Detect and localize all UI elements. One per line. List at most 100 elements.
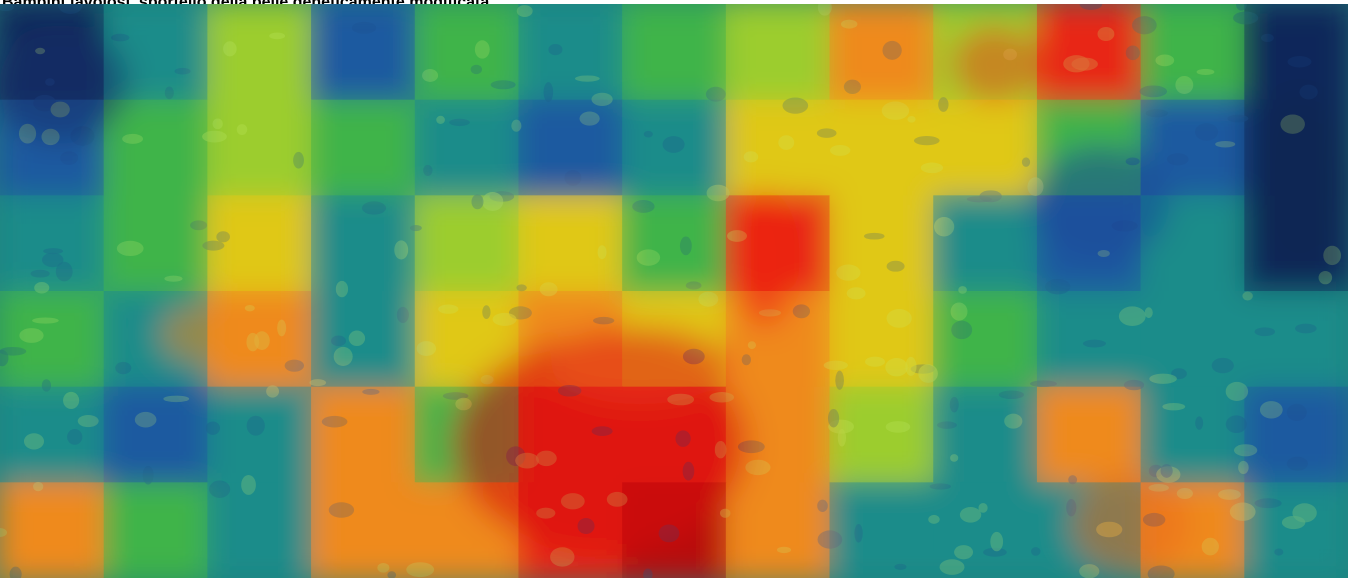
color-block xyxy=(933,99,1038,197)
speckle xyxy=(747,341,756,350)
color-block xyxy=(725,195,831,292)
speckle xyxy=(679,236,692,256)
speckle xyxy=(817,4,832,16)
speckle xyxy=(846,287,866,300)
color-block xyxy=(1140,482,1246,578)
speckle xyxy=(1139,85,1168,98)
speckle xyxy=(516,284,527,292)
color-block xyxy=(622,4,727,101)
speckle xyxy=(1148,464,1164,478)
speckle xyxy=(836,264,861,281)
speckle xyxy=(244,305,255,312)
speckle xyxy=(1236,4,1247,11)
color-blob xyxy=(1250,94,1348,274)
speckle xyxy=(885,358,908,377)
speckle xyxy=(966,196,992,203)
speckle xyxy=(111,33,130,42)
speckle xyxy=(560,493,585,510)
speckle xyxy=(423,164,433,177)
speckle xyxy=(823,360,848,371)
speckle xyxy=(1287,56,1312,68)
speckle xyxy=(675,430,691,447)
speckle xyxy=(202,130,227,143)
color-block xyxy=(0,386,105,484)
speckle xyxy=(471,194,484,210)
speckle xyxy=(394,240,409,260)
speckle xyxy=(57,4,83,15)
speckle xyxy=(1063,55,1090,73)
speckle xyxy=(163,395,190,403)
speckle xyxy=(361,201,387,215)
color-block xyxy=(829,386,935,484)
color-block xyxy=(103,386,209,484)
color-block xyxy=(829,291,935,388)
speckle xyxy=(482,305,491,320)
speckle xyxy=(0,4,14,12)
speckle xyxy=(0,349,9,367)
speckle xyxy=(33,94,57,112)
speckle xyxy=(737,440,765,454)
speckle xyxy=(202,240,225,251)
speckle xyxy=(293,151,304,169)
speckle xyxy=(1229,502,1256,521)
color-block xyxy=(1036,99,1142,197)
speckle xyxy=(41,252,64,268)
speckle xyxy=(470,64,483,75)
speckle xyxy=(1292,503,1317,523)
speckle xyxy=(837,428,847,447)
speckle xyxy=(1211,357,1234,374)
speckle xyxy=(164,86,174,100)
color-block xyxy=(207,4,313,101)
speckle xyxy=(1176,487,1193,499)
color-blob xyxy=(550,324,730,404)
speckle xyxy=(63,391,80,409)
color-block xyxy=(1140,386,1246,484)
speckle xyxy=(205,421,221,435)
color-block xyxy=(829,482,935,578)
color-block xyxy=(0,386,105,484)
speckle xyxy=(667,393,695,406)
speckle xyxy=(606,491,628,507)
speckle xyxy=(1299,84,1318,100)
color-block xyxy=(207,99,313,197)
color-block xyxy=(1140,99,1246,197)
color-block xyxy=(933,482,1038,578)
speckle xyxy=(886,260,905,272)
speckle xyxy=(990,531,1004,552)
speckle xyxy=(658,524,680,543)
speckle xyxy=(535,450,557,467)
color-block xyxy=(829,4,935,101)
color-block xyxy=(311,4,416,101)
speckle xyxy=(828,419,854,434)
speckle xyxy=(1261,33,1274,43)
speckle xyxy=(1254,498,1282,509)
speckle xyxy=(894,563,907,570)
color-block xyxy=(1036,482,1142,578)
color-block xyxy=(1244,4,1348,101)
color-block xyxy=(1244,291,1348,388)
speckle xyxy=(362,388,380,395)
color-block xyxy=(311,386,416,484)
speckle xyxy=(35,47,46,55)
speckle xyxy=(1125,157,1140,166)
speckle xyxy=(406,562,435,578)
speckle xyxy=(269,32,286,40)
color-block xyxy=(1244,482,1348,578)
color-block xyxy=(1036,195,1142,292)
speckle xyxy=(1096,521,1123,538)
speckle xyxy=(23,433,44,450)
color-block xyxy=(518,195,624,292)
color-block xyxy=(829,482,935,578)
speckle xyxy=(632,200,655,213)
color-block xyxy=(829,195,935,292)
color-block xyxy=(103,291,209,388)
blurred-layer xyxy=(0,4,1348,578)
speckle xyxy=(643,568,653,578)
speckle xyxy=(490,80,516,90)
speckle xyxy=(706,184,730,202)
color-block xyxy=(0,99,105,197)
speckle xyxy=(593,316,615,325)
speckle xyxy=(134,411,157,428)
color-block xyxy=(1036,4,1142,101)
speckle xyxy=(907,116,916,123)
